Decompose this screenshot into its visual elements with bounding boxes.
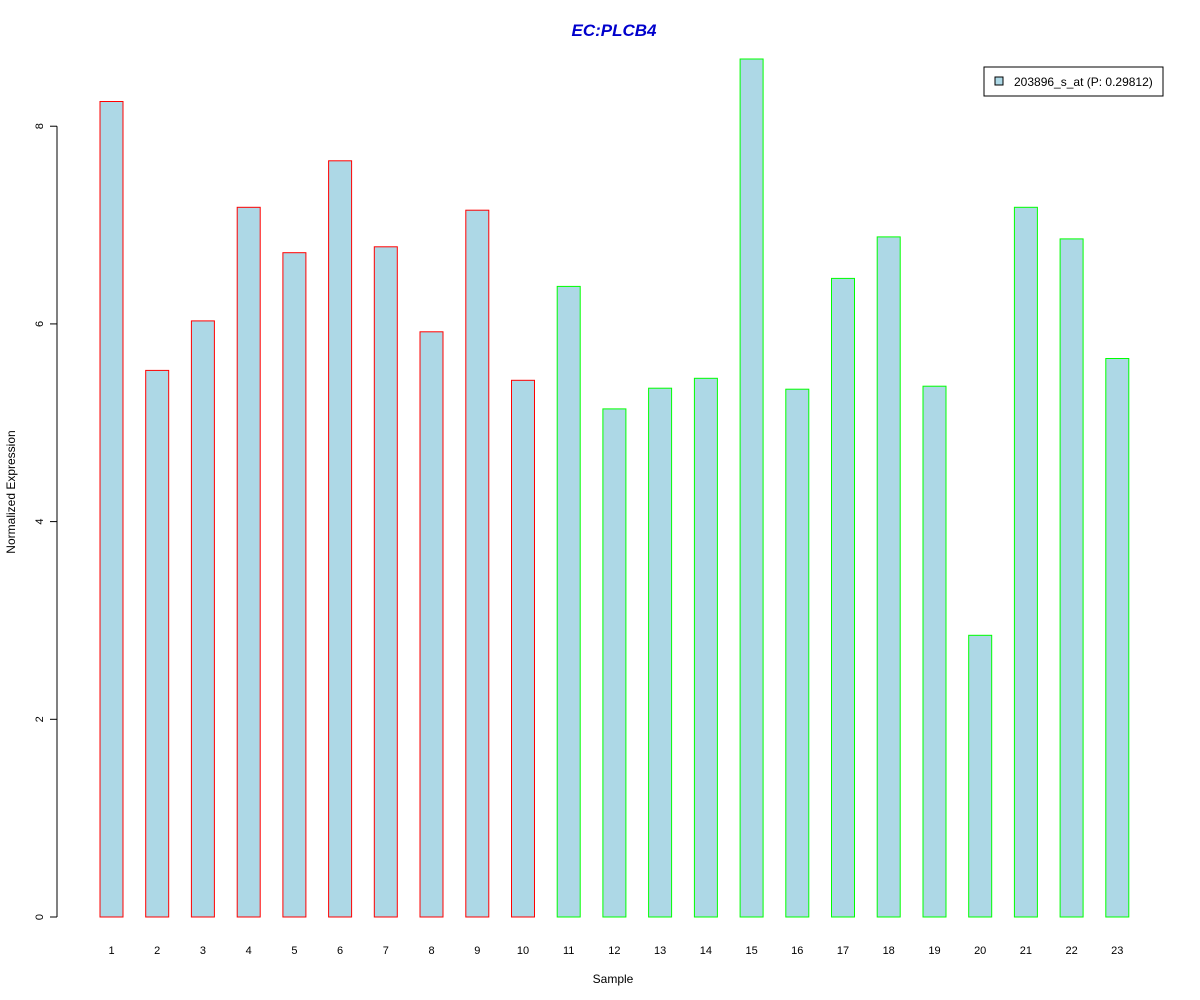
bar-sample-1 [99, 101, 124, 918]
bar-sample-16 [785, 388, 810, 918]
x-axis-labels: 1 2 3 4 5 6 7 8 9 10 11 12 13 14 15 16 17 18 19 20 21 22 23 [108, 945, 1123, 957]
legend-swatch [994, 76, 1004, 86]
x-tick-label: 8 [428, 945, 434, 957]
x-tick-label: 2 [154, 945, 160, 957]
bar-sample-10 [511, 379, 535, 918]
x-tick-label: 16 [791, 945, 803, 957]
y-tick-label: 0 [34, 914, 46, 920]
x-tick-label: 19 [928, 945, 940, 957]
x-tick-label: 13 [654, 945, 666, 957]
bar-sample-5 [282, 252, 307, 918]
x-tick-label: 18 [883, 945, 895, 957]
bar-sample-19 [922, 385, 947, 918]
x-tick-label: 1 [108, 945, 114, 957]
x-tick-label: 6 [337, 945, 343, 957]
y-tick-label: 4 [34, 519, 46, 525]
x-axis-title: Sample [593, 972, 634, 986]
bar-sample-22 [1059, 238, 1084, 918]
y-tick-label: 2 [34, 716, 46, 722]
legend: 203896_s_at (P: 0.29812) [983, 66, 1164, 97]
x-tick-label: 12 [608, 945, 620, 957]
x-tick-label: 3 [200, 945, 206, 957]
legend-box [983, 66, 1164, 97]
chart-title: EC:PLCB4 [571, 21, 657, 40]
x-tick-label: 9 [474, 945, 480, 957]
y-tick-label: 8 [34, 123, 46, 129]
bar-sample-7 [373, 246, 398, 918]
x-tick-label: 22 [1065, 945, 1077, 957]
y-axis: 0 2 4 6 8 [34, 123, 58, 920]
x-tick-label: 14 [700, 945, 712, 957]
y-axis-title: Normalized Expression [4, 430, 18, 553]
x-tick-label: 7 [383, 945, 389, 957]
bar-sample-15 [739, 58, 764, 918]
bar-sample-18 [876, 236, 901, 918]
bar-sample-21 [1013, 206, 1038, 918]
legend-label: 203896_s_at (P: 0.29812) [1014, 75, 1153, 89]
x-tick-label: 4 [246, 945, 252, 957]
bar-sample-9 [465, 209, 490, 918]
x-tick-label: 10 [517, 945, 529, 957]
bar-sample-11 [556, 285, 581, 918]
y-tick-label: 6 [34, 321, 46, 327]
bars-layer [99, 58, 1130, 918]
bar-sample-4 [236, 206, 261, 918]
x-tick-label: 5 [291, 945, 297, 957]
bar-sample-6 [328, 160, 353, 918]
bar-sample-3 [190, 320, 215, 918]
x-tick-label: 11 [563, 945, 574, 957]
x-tick-label: 17 [837, 945, 849, 957]
x-tick-label: 20 [974, 945, 986, 957]
bar-sample-17 [831, 277, 855, 918]
bar-sample-8 [419, 331, 444, 918]
bar-sample-23 [1105, 358, 1130, 918]
x-tick-label: 21 [1020, 945, 1032, 957]
x-tick-label: 15 [745, 945, 757, 957]
bar-sample-20 [968, 634, 993, 918]
bar-sample-2 [145, 369, 170, 918]
bar-sample-12 [602, 408, 627, 918]
bar-sample-14 [693, 377, 718, 918]
x-tick-label: 23 [1111, 945, 1123, 957]
bar-sample-13 [648, 387, 673, 918]
